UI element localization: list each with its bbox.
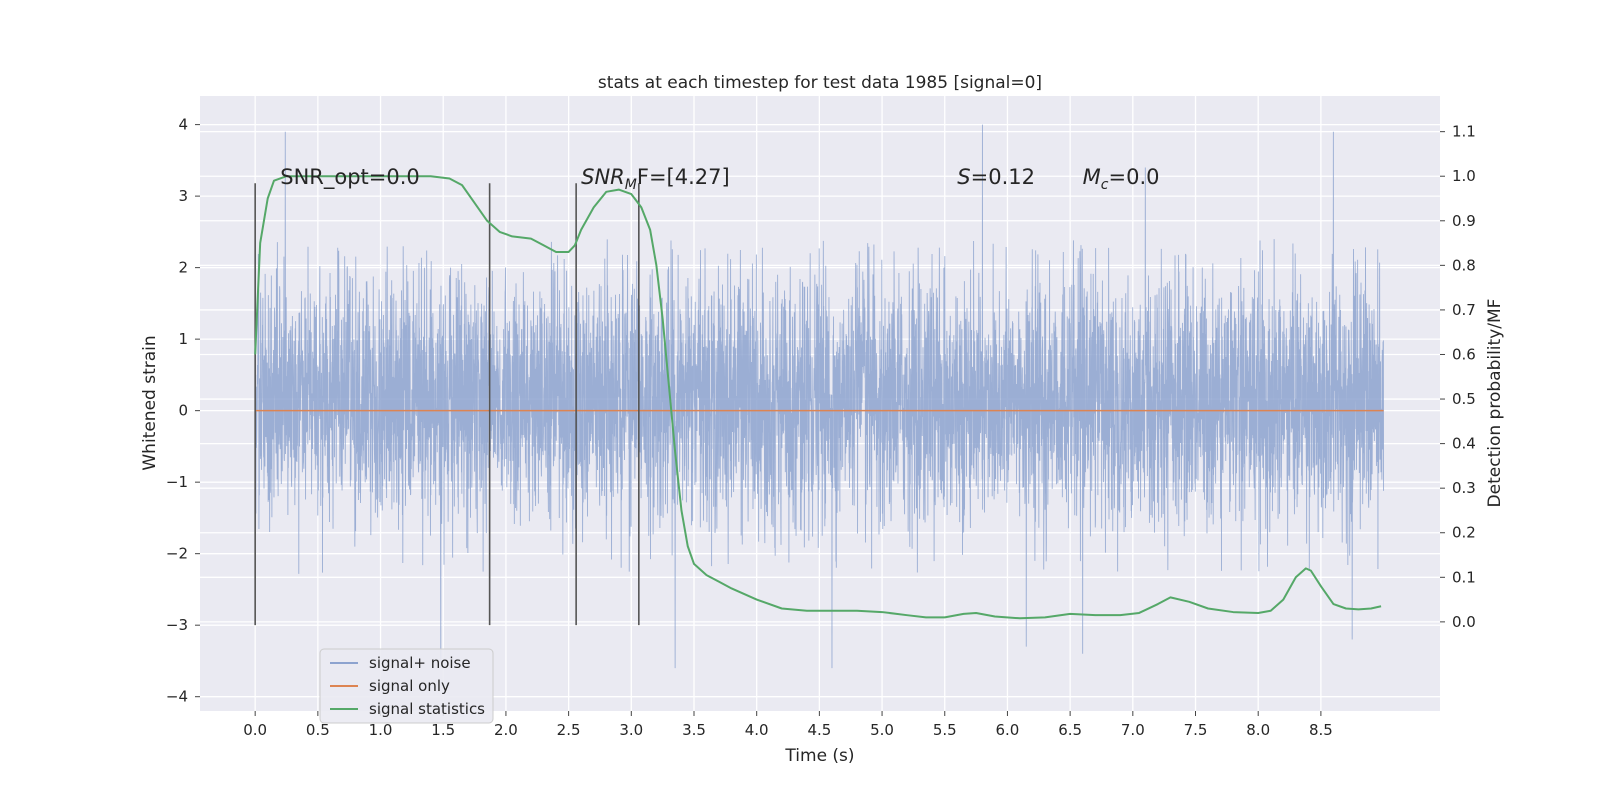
annotation-s: S=0.12: [957, 165, 1035, 189]
legend-label-signal-only: signal only: [369, 677, 450, 695]
x-tick-label: 6.5: [1058, 721, 1082, 739]
y2-tick-label: 0.8: [1452, 256, 1476, 274]
y2-tick-label: 0.1: [1452, 568, 1476, 586]
y2-tick-label: 0.0: [1452, 613, 1476, 631]
x-tick-label: 0.0: [243, 721, 267, 739]
y2-tick-label: 1.0: [1452, 167, 1476, 185]
annotation-snr-mf-sub: M: [625, 177, 637, 193]
x-tick-label: 3.5: [682, 721, 706, 739]
y2-tick-label: 0.5: [1452, 390, 1476, 408]
y-tick-labels: 4 3 2 1 0 −1 −2 −3 −4: [166, 116, 200, 706]
vertical-markers: [254, 183, 640, 626]
x-tick-label: 2.0: [494, 721, 518, 739]
y-tick-label: −3: [166, 616, 188, 634]
annotation-mc-sub: c: [1101, 177, 1109, 193]
annotation-mc-main: M: [1083, 165, 1101, 189]
x-axis-label: Time (s): [784, 746, 854, 766]
x-tick-label: 4.5: [807, 721, 831, 739]
y-tick-label: −2: [166, 545, 188, 563]
x-tick-label: 7.5: [1184, 721, 1208, 739]
annotation-snr-mf-main: SNR: [581, 165, 625, 189]
x-tick-label: 2.5: [557, 721, 581, 739]
y-tick-label: 2: [178, 259, 188, 277]
x-tick-label: 1.5: [431, 721, 455, 739]
x-tick-label: 5.5: [933, 721, 957, 739]
y2-tick-label: 0.4: [1452, 435, 1476, 453]
signal-statistics-series: [254, 175, 1382, 620]
y2-tick-label: 1.1: [1452, 123, 1476, 141]
x-tick-label: 5.0: [870, 721, 894, 739]
annotation-snr-mf: SNRMF=[4.27]: [581, 165, 730, 193]
x-tick-label: 4.0: [745, 721, 769, 739]
x-tick-labels: 0.0 0.5 1.0 1.5 2.0 2.5 3.0 3.5 4.0 4.5 5.0 5.5 6.0 6…: [243, 711, 1333, 739]
y2-tick-label: 0.2: [1452, 524, 1476, 542]
y-axis-label: Whitened strain: [140, 335, 160, 470]
chart-title: stats at each timestep for test data 198…: [598, 73, 1042, 93]
y-tick-label: −4: [166, 688, 188, 706]
x-tick-label: 6.0: [996, 721, 1020, 739]
legend-label-signal-statistics: signal statistics: [369, 700, 485, 718]
y-tick-label: 4: [178, 116, 188, 134]
x-tick-label: 8.0: [1246, 721, 1270, 739]
y2-tick-label: 0.3: [1452, 479, 1476, 497]
annotation-s-rest: =0.12: [971, 165, 1035, 189]
annotation-mc-rest: =0.0: [1108, 165, 1159, 189]
annotation-mc: Mc=0.0: [1083, 165, 1160, 193]
annotation-snr-mf-rest: F=[4.27]: [637, 165, 730, 189]
annotations: SNR_opt=0.0 SNRMF=[4.27] S=0.12 Mc=0.0: [280, 165, 1159, 193]
y2-tick-labels: 1.1 1.0 0.9 0.8 0.7 0.6 0.5 0.4 0.3 0.2 0.1 0.0: [1440, 123, 1476, 631]
x-tick-label: 0.5: [306, 721, 330, 739]
x-tick-label: 7.0: [1121, 721, 1145, 739]
annotation-snr-opt: SNR_opt=0.0: [280, 165, 420, 190]
annotation-s-main: S: [957, 165, 970, 189]
y2-tick-label: 0.7: [1452, 301, 1476, 319]
signal-statistics-line: [254, 175, 1382, 620]
legend-label-signal-noise: signal+ noise: [369, 654, 471, 672]
y2-tick-label: 0.9: [1452, 212, 1476, 230]
legend: signal+ noise signal only signal statist…: [319, 648, 494, 724]
x-tick-label: 8.5: [1309, 721, 1333, 739]
legend-box: [319, 648, 494, 724]
y2-axis-label: Detection probability/MF: [1485, 299, 1505, 508]
y-tick-label: 0: [178, 402, 188, 420]
y-tick-label: −1: [166, 473, 188, 491]
y-tick-label: 1: [178, 330, 188, 348]
y2-tick-label: 0.6: [1452, 345, 1476, 363]
x-tick-label: 3.0: [619, 721, 643, 739]
x-tick-label: 1.0: [369, 721, 393, 739]
y-tick-label: 3: [178, 187, 188, 205]
